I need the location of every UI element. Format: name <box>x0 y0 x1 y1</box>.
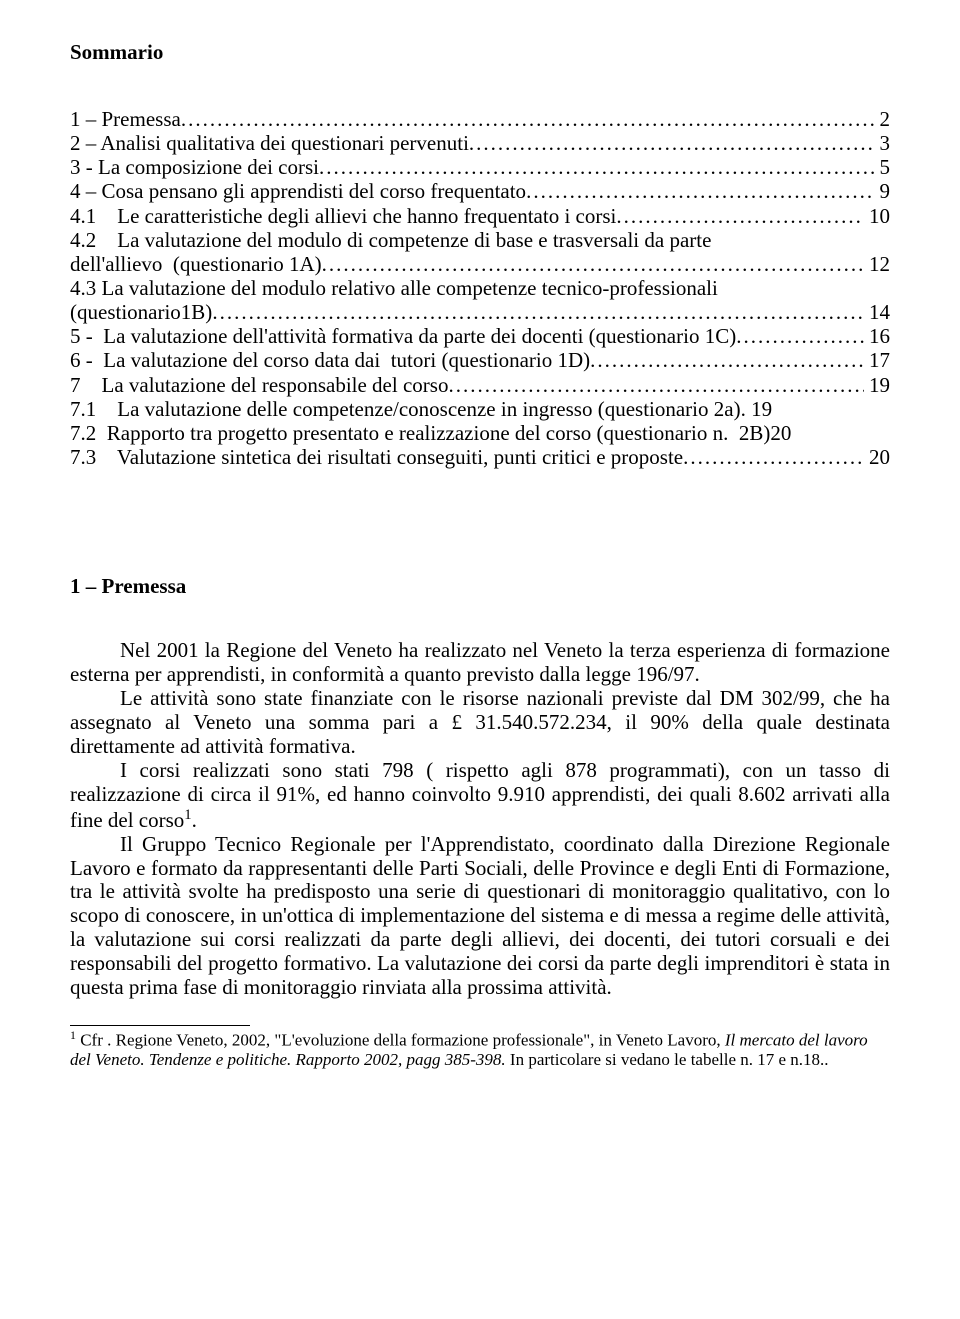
footnote: 1 Cfr . Regione Veneto, 2002, "L'evoluzi… <box>70 1029 890 1070</box>
body-text: Nel 2001 la Regione del Veneto ha realiz… <box>70 639 890 1000</box>
table-of-contents: 1 – Premessa............................… <box>70 107 890 469</box>
toc-entry: 7.3 Valutazione sintetica dei risultati … <box>70 445 890 469</box>
toc-dots: ........................................… <box>526 179 874 203</box>
toc-entry: 4.3 La valutazione del modulo relativo a… <box>70 276 890 300</box>
toc-entry: 2 – Analisi qualitativa dei questionari … <box>70 131 890 155</box>
toc-entry-label: 4.1 Le caratteristiche degli allievi che… <box>70 204 616 228</box>
toc-dots: ........................................… <box>736 324 864 348</box>
toc-entry: 6 - La valutazione del corso data dai tu… <box>70 348 890 372</box>
toc-entry-label: 3 - La composizione dei corsi <box>70 155 319 179</box>
toc-entry-page: 3 <box>874 131 890 155</box>
toc-dots: ........................................… <box>683 445 864 469</box>
toc-entry-page: 5 <box>874 155 890 179</box>
toc-entry-label: 4 – Cosa pensano gli apprendisti del cor… <box>70 179 526 203</box>
toc-entry: 5 - La valutazione dell'attività formati… <box>70 324 890 348</box>
toc-entry: 7.1 La valutazione delle competenze/cono… <box>70 397 890 421</box>
toc-entry-page: . 19 <box>741 397 773 421</box>
toc-entry: 3 - La composizione dei corsi...........… <box>70 155 890 179</box>
footnote-separator <box>70 1025 250 1026</box>
toc-dots: ........................................… <box>319 155 874 179</box>
toc-entry-page: 10 <box>864 204 890 228</box>
toc-entry-label: 7.2 Rapporto tra progetto presentato e r… <box>70 421 770 445</box>
toc-entry-page: 20 <box>770 421 791 445</box>
toc-entry: 7.2 Rapporto tra progetto presentato e r… <box>70 421 890 445</box>
toc-entry-label: 6 - La valutazione del corso data dai tu… <box>70 348 590 372</box>
paragraph: I corsi realizzati sono stati 798 ( risp… <box>70 759 890 833</box>
toc-entry: 1 – Premessa............................… <box>70 107 890 131</box>
toc-entry-label: 2 – Analisi qualitativa dei questionari … <box>70 131 469 155</box>
toc-dots: ........................................… <box>616 204 863 228</box>
toc-entry: dell'allievo (questionario 1A)..........… <box>70 252 890 276</box>
toc-dots: ........................................… <box>469 131 874 155</box>
toc-entry-label: dell'allievo (questionario 1A) <box>70 252 322 276</box>
toc-entry-page: 14 <box>864 300 890 324</box>
toc-entry-page: 12 <box>864 252 890 276</box>
paragraph: Le attività sono state finanziate con le… <box>70 687 890 759</box>
toc-dots: ........................................… <box>590 348 864 372</box>
toc-entry-label: 1 – Premessa <box>70 107 181 131</box>
toc-entry: 7 La valutazione del responsabile del co… <box>70 373 890 397</box>
footnote-ref: 1 <box>184 807 191 823</box>
toc-entry-label: 4.2 La valutazione del modulo di compete… <box>70 228 711 252</box>
toc-entry-label: 5 - La valutazione dell'attività formati… <box>70 324 736 348</box>
toc-entry: (questionario1B)........................… <box>70 300 890 324</box>
toc-entry-page: 9 <box>874 179 890 203</box>
toc-entry-page: 17 <box>864 348 890 372</box>
footnote-text-suffix: In particolare si vedano le tabelle n. 1… <box>506 1050 829 1069</box>
toc-entry: 4 – Cosa pensano gli apprendisti del cor… <box>70 179 890 203</box>
toc-entry: 4.2 La valutazione del modulo di compete… <box>70 228 890 252</box>
toc-entry-page: 19 <box>864 373 890 397</box>
toc-entry-label: 7.1 La valutazione delle competenze/cono… <box>70 397 741 421</box>
toc-heading: Sommario <box>70 40 890 65</box>
toc-entry-page: 20 <box>864 445 890 469</box>
toc-dots: ........................................… <box>181 107 874 131</box>
paragraph: Il Gruppo Tecnico Regionale per l'Appren… <box>70 833 890 1001</box>
toc-entry-label: 7 La valutazione del responsabile del co… <box>70 373 448 397</box>
toc-dots: ........................................… <box>322 252 864 276</box>
toc-dots: ........................................… <box>448 373 863 397</box>
toc-entry-label: 7.3 Valutazione sintetica dei risultati … <box>70 445 683 469</box>
section-title: 1 – Premessa <box>70 574 890 599</box>
toc-dots: ........................................… <box>212 300 863 324</box>
footnote-text-prefix: Cfr . Regione Veneto, 2002, "L'evoluzion… <box>76 1031 725 1050</box>
toc-entry-page: 16 <box>864 324 890 348</box>
toc-entry: 4.1 Le caratteristiche degli allievi che… <box>70 204 890 228</box>
toc-entry-page: 2 <box>874 107 890 131</box>
toc-entry-label: (questionario1B) <box>70 300 212 324</box>
paragraph: Nel 2001 la Regione del Veneto ha realiz… <box>70 639 890 687</box>
toc-entry-label: 4.3 La valutazione del modulo relativo a… <box>70 276 718 300</box>
